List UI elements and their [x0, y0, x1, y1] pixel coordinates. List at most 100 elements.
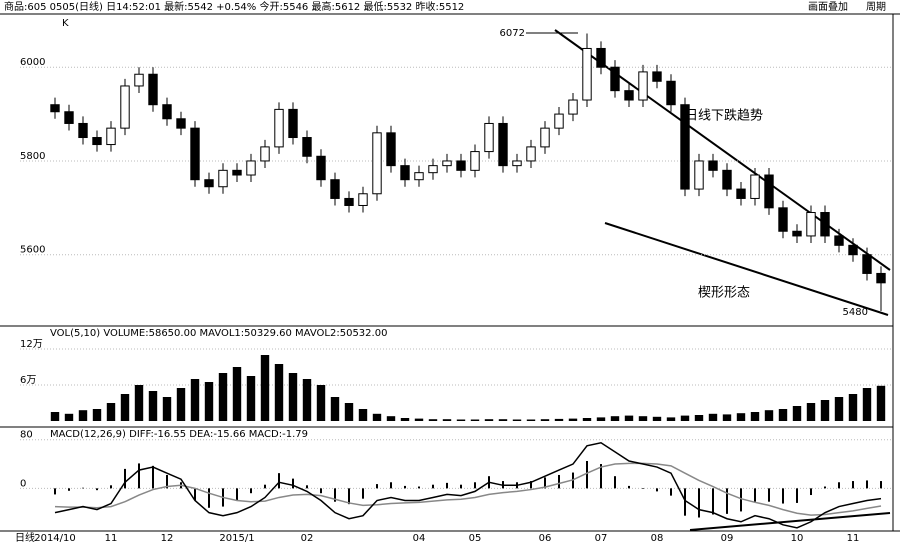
x-tick-label: 02	[301, 533, 314, 544]
annotation: 楔形形态	[698, 286, 750, 301]
header-info: 商品:605 0505(日线) 日14:52:01 最新:5542 +0.54%…	[4, 0, 464, 13]
volume-bar	[554, 418, 564, 421]
trend-line	[604, 222, 889, 316]
y-tick-label: 12万	[20, 339, 43, 350]
volume-bar	[176, 388, 186, 421]
button[interactable]: 周期	[866, 1, 886, 13]
x-tick-label: 2014/10	[34, 533, 76, 544]
volume-bar	[204, 382, 214, 421]
candle-body	[400, 165, 410, 181]
volume-bar	[652, 416, 662, 421]
volume-bar	[330, 397, 340, 421]
volume-bar	[400, 418, 410, 421]
candle-body	[232, 169, 242, 176]
volume-bar	[568, 418, 578, 421]
diff-line	[54, 441, 882, 529]
x-tick-label: 11	[847, 533, 860, 544]
volume-bar	[414, 418, 424, 421]
volume-bar	[610, 416, 620, 421]
candle-body	[190, 127, 200, 181]
volume-bar	[778, 409, 788, 421]
volume-bar	[624, 415, 634, 421]
candle-body	[862, 254, 872, 274]
candle-body	[120, 85, 130, 129]
candle-body	[260, 146, 270, 162]
candle-body	[610, 66, 620, 92]
volume-bar	[484, 419, 494, 421]
candle-body	[554, 113, 564, 129]
volume-bar	[288, 373, 298, 421]
candle-body	[848, 244, 858, 256]
candle-body	[722, 169, 732, 190]
dea-line	[54, 462, 882, 516]
candle-body	[274, 108, 284, 148]
candle-body	[162, 104, 172, 120]
volume-bar	[106, 403, 116, 421]
volume-bar	[694, 415, 704, 421]
volume-bar	[638, 416, 648, 421]
volume-bar	[162, 397, 172, 421]
volume-bar	[428, 419, 438, 421]
volume-bar	[792, 406, 802, 421]
candle-body	[498, 122, 508, 167]
volume-bar	[680, 415, 690, 421]
candle-body	[736, 188, 746, 199]
y-tick-label: 5600	[20, 245, 45, 256]
candle-body	[764, 174, 774, 209]
candle-body	[414, 172, 424, 181]
candle-body	[680, 104, 690, 190]
volume-bar	[78, 410, 88, 421]
y-tick-label: 0	[20, 478, 26, 489]
candle-body	[302, 137, 312, 157]
volume-bar	[120, 394, 130, 421]
volume-bar	[708, 413, 718, 421]
volume-bar	[750, 412, 760, 421]
annotation: 5480	[843, 307, 868, 318]
volume-bar	[50, 412, 60, 421]
trend-line	[689, 512, 891, 531]
candle-body	[372, 132, 382, 195]
volume-bar	[596, 417, 606, 421]
candle-body	[176, 118, 186, 129]
candle-body	[568, 99, 578, 115]
volume-bar	[456, 419, 466, 421]
y-tick-label: 80	[20, 430, 33, 441]
volume-bar	[302, 379, 312, 421]
volume-bar	[806, 403, 816, 421]
x-tick-label: 06	[539, 533, 552, 544]
candle-body	[652, 71, 662, 82]
volume-bar	[512, 419, 522, 421]
panel-title: K	[62, 18, 69, 29]
volume-bar	[260, 355, 270, 421]
x-tick-label: 12	[161, 533, 174, 544]
candle-body	[428, 165, 438, 174]
volume-bar	[736, 413, 746, 421]
x-axis-title: 日线	[15, 531, 35, 544]
volume-bar	[582, 418, 592, 421]
candle-body	[330, 179, 340, 199]
volume-bar	[722, 414, 732, 421]
candle-body	[750, 174, 760, 199]
y-tick-label: 6000	[20, 57, 45, 68]
x-tick-label: 05	[469, 533, 482, 544]
panel-title: MACD(12,26,9) DIFF:-16.55 DEA:-15.66 MAC…	[50, 429, 308, 440]
candle-body	[386, 132, 396, 167]
x-tick-label: 2015/1	[219, 533, 254, 544]
button[interactable]: 画面叠加	[808, 1, 848, 13]
candle-body	[442, 160, 452, 167]
candle-body	[484, 122, 494, 153]
volume-bar	[190, 379, 200, 421]
x-tick-label: 09	[721, 533, 734, 544]
top-bar	[0, 0, 900, 14]
volume-bar	[386, 416, 396, 421]
volume-bar	[246, 376, 256, 421]
candle-body	[470, 151, 480, 171]
x-tick-label: 11	[105, 533, 118, 544]
candle-body	[288, 108, 298, 139]
volume-bar	[148, 391, 158, 421]
volume-bar	[358, 409, 368, 421]
candle-body	[92, 137, 102, 146]
volume-bar	[876, 385, 886, 421]
